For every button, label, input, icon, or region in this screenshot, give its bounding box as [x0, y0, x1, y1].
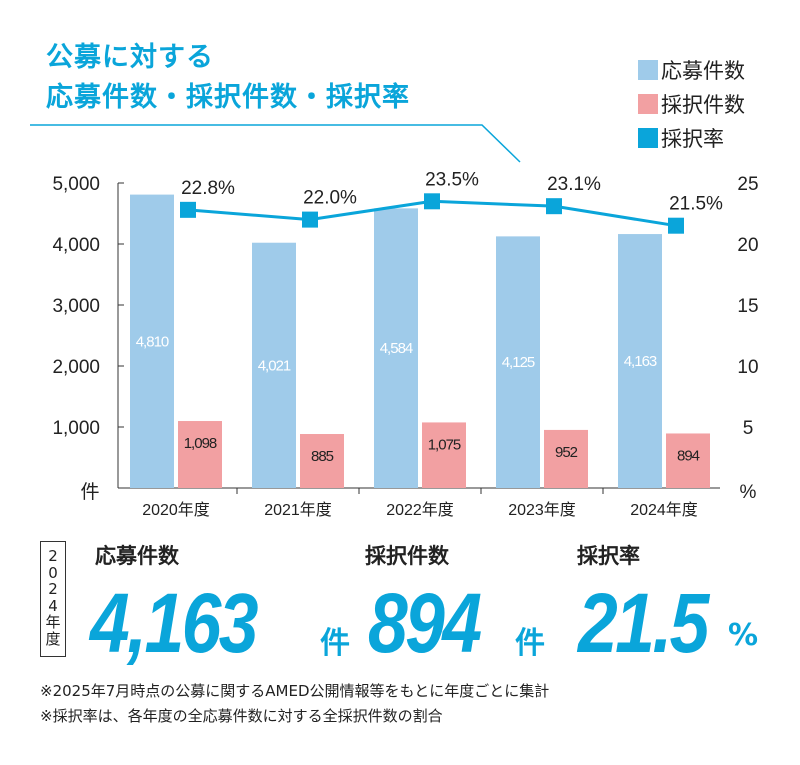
left-tick-label: 4,000 — [52, 235, 100, 256]
left-tick-label: 1,000 — [52, 418, 100, 439]
bar-applications — [618, 234, 662, 488]
year-char: 度 — [45, 629, 61, 648]
x-tick-label: 2024年度 — [630, 501, 698, 519]
note-1: ※2025年7月時点の公募に関するAMED公開情報等をもとに年度ごとに集計 — [40, 682, 550, 700]
rate-marker — [302, 211, 318, 228]
year-char: 2 — [48, 547, 58, 565]
bar-adopted — [422, 422, 466, 488]
x-tick-label: 2021年度 — [264, 501, 332, 519]
rate-label: 23.1% — [547, 174, 601, 195]
rate-marker — [424, 193, 440, 210]
summary-value-adopted: 894 — [368, 576, 482, 670]
year-char: 0 — [48, 563, 58, 582]
chart-svg: 1,000 2,000 3,000 4,000 5,000 件 5 10 15 20 25% 2020… — [30, 124, 759, 519]
bar-label-adopted: 952 — [555, 444, 578, 461]
bar-label-adopted: 885 — [311, 448, 334, 465]
right-tick-label: 20 — [737, 235, 758, 256]
summary-value-rate: 21.5 — [578, 576, 709, 670]
summary-label-applications: 応募件数 — [95, 544, 179, 568]
legend-adopted: 採択件数 — [638, 89, 745, 119]
rate-marker — [546, 198, 562, 215]
legend-applications: 応募件数 — [638, 55, 745, 85]
bar-applications — [130, 194, 174, 488]
bar-applications — [252, 242, 296, 488]
bar-adopted — [300, 434, 344, 488]
bar-label-applications: 4,125 — [502, 354, 535, 371]
bar-label-adopted: 894 — [677, 447, 700, 464]
right-tick-label: 25 — [737, 174, 758, 195]
rate-marker — [668, 217, 684, 234]
summary-label-rate: 採択率 — [577, 544, 640, 568]
bar-label-applications: 4,021 — [258, 357, 291, 374]
rate-label: 21.5% — [669, 194, 723, 215]
bar-applications — [496, 236, 540, 488]
left-tick-label: 3,000 — [52, 296, 100, 317]
summary-unit-applications: 件 — [320, 626, 350, 661]
rate-marker — [180, 201, 196, 218]
rate-label: 23.5% — [425, 169, 479, 190]
year-char: 4 — [48, 596, 58, 615]
summary-value-applications: 4,163 — [90, 576, 258, 670]
bar-applications — [374, 208, 418, 488]
right-tick-label: 5 — [743, 418, 754, 439]
legend-rate: 採択率 — [638, 123, 724, 153]
bar-label-adopted: 1,098 — [184, 435, 217, 452]
left-tick-label: 2,000 — [52, 357, 100, 378]
right-tick-label: 15 — [737, 296, 758, 317]
left-axis-unit: 件 — [80, 481, 99, 503]
bar-adopted — [666, 433, 710, 488]
rate-label: 22.0% — [303, 188, 357, 209]
legend-label: 採択件数 — [661, 93, 745, 117]
summary-label-adopted: 採択件数 — [365, 544, 449, 568]
bar-label-applications: 4,163 — [624, 353, 657, 370]
bar-adopted — [544, 429, 588, 488]
year-char: 2 — [48, 580, 58, 598]
legend-swatch — [638, 128, 658, 148]
title-underline — [30, 124, 521, 163]
legend-swatch — [638, 60, 658, 80]
left-tick-label: 5,000 — [52, 174, 100, 195]
bar-adopted — [178, 421, 222, 488]
x-tick-label: 2023年度 — [508, 501, 576, 519]
legend-label: 応募件数 — [661, 59, 745, 83]
legend-swatch — [638, 94, 658, 114]
right-axis-unit: % — [740, 482, 757, 503]
rate-label: 22.8% — [181, 178, 235, 199]
note-2: ※採択率は、各年度の全応募件数に対する全採択件数の割合 — [40, 707, 443, 725]
right-tick-label: 10 — [737, 357, 758, 378]
bar-label-adopted: 1,075 — [428, 436, 461, 453]
bar-label-applications: 4,810 — [136, 333, 169, 350]
chart-title-line1: 公募に対する — [46, 42, 214, 73]
year-char: 年 — [45, 613, 61, 631]
legend-label: 採択率 — [661, 127, 724, 151]
summary-unit-rate: % — [728, 618, 759, 653]
x-tick-label: 2020年度 — [142, 501, 210, 519]
x-tick-label: 2022年度 — [386, 501, 454, 519]
summary-unit-adopted: 件 — [515, 626, 545, 661]
bar-label-applications: 4,584 — [380, 340, 413, 357]
chart-title-line2: 応募件数・採択件数・採択率 — [46, 82, 410, 113]
